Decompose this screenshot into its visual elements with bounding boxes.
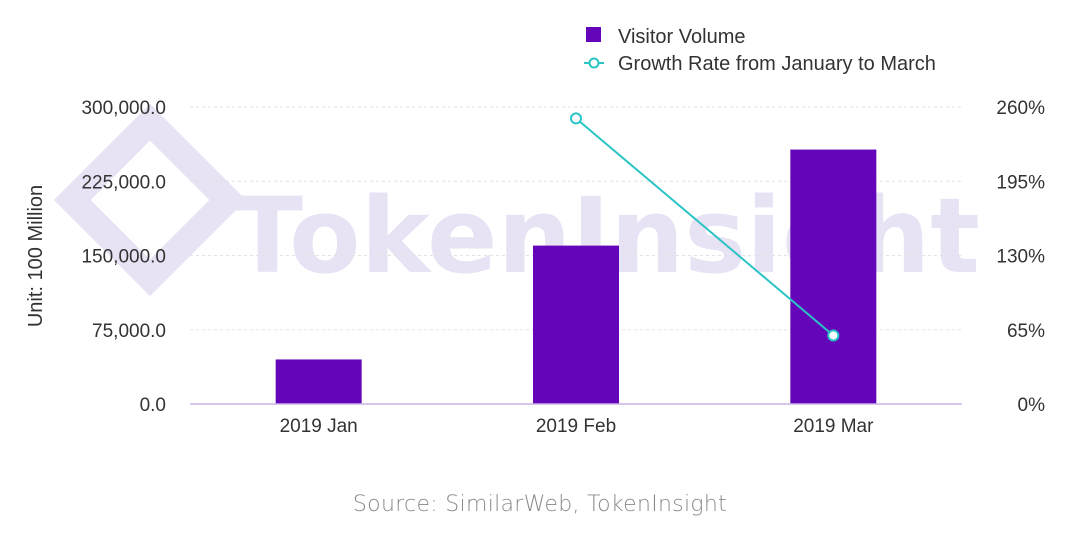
legend: Visitor Volume Growth Rate from January … bbox=[584, 26, 936, 75]
y-tick-label: 300,000.0 bbox=[81, 98, 166, 119]
bar bbox=[275, 359, 362, 404]
legend-line-swatch-marker bbox=[588, 57, 600, 69]
bar bbox=[790, 149, 877, 404]
bar bbox=[533, 245, 619, 404]
y-axis-label: Unit: 100 Million bbox=[25, 185, 47, 327]
legend-bar-label: Visitor Volume bbox=[618, 26, 745, 48]
chart: TokenInsight 0.075,000.0150,000.0225,000… bbox=[25, 26, 1045, 437]
legend-line-label: Growth Rate from January to March bbox=[618, 53, 936, 75]
y-axis-left: 0.0 75,000.0 150,000.0 225,000.0 300,000.0 bbox=[81, 98, 166, 416]
y-tick-label: 75,000.0 bbox=[92, 321, 166, 342]
x-axis: 2019 Jan 2019 Feb 2019 Mar bbox=[280, 416, 875, 437]
bar-series bbox=[275, 149, 877, 404]
line-point bbox=[827, 329, 840, 342]
y-tick-label: 150,000.0 bbox=[81, 247, 166, 268]
x-tick-label: 2019 Feb bbox=[536, 416, 616, 437]
x-tick-label: 2019 Mar bbox=[793, 416, 874, 437]
y2-tick-label: 65% bbox=[1007, 321, 1045, 342]
y-tick-label: 0.0 bbox=[140, 395, 166, 416]
line-series bbox=[570, 112, 840, 342]
y2-tick-label: 260% bbox=[996, 98, 1045, 119]
growth-line bbox=[575, 117, 834, 337]
tokeninsight-logo-icon bbox=[53, 103, 247, 297]
source-note: Source: SimilarWeb, TokenInsight bbox=[352, 492, 728, 517]
y2-tick-label: 130% bbox=[996, 247, 1045, 268]
y2-tick-label: 195% bbox=[996, 172, 1045, 193]
line-point bbox=[570, 112, 582, 125]
legend-bar-swatch bbox=[586, 27, 601, 42]
y-axis-right: 0% 65% 130% 195% 260% bbox=[996, 98, 1045, 416]
y2-tick-label: 0% bbox=[1018, 395, 1046, 416]
x-tick-label: 2019 Jan bbox=[280, 416, 358, 437]
y-tick-label: 225,000.0 bbox=[81, 172, 166, 193]
